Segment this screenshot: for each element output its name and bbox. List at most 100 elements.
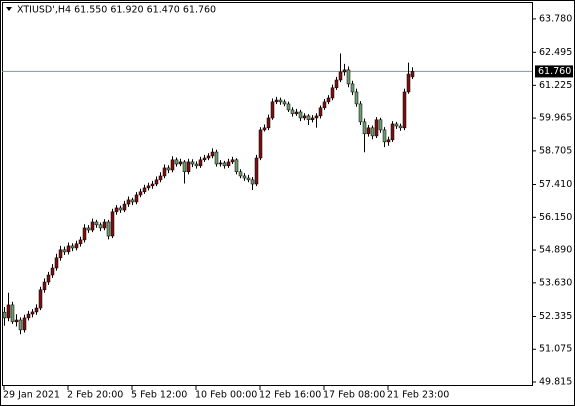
candle-body [34,307,39,313]
x-tick-label: 17 Feb 08:00 [323,390,385,401]
candle-body [234,159,239,173]
candle-body [370,127,375,137]
candle-body [158,175,163,181]
candle-body [110,211,115,237]
candle-body [146,185,151,189]
y-tick-label: 58.705 [539,145,572,156]
x-tick-label: 10 Feb 00:00 [195,390,257,401]
candle-body [274,99,279,103]
menu-triangle[interactable] [6,7,12,11]
candle-body [210,151,215,157]
candle-body [54,257,59,269]
candle-body [266,117,271,129]
candle-body [38,289,43,309]
candle-body [194,163,199,167]
y-tick-label: 51.075 [539,344,572,355]
candle-body [294,111,299,115]
candle-body [250,179,255,185]
chart-title: XTIUSD',H4 61.550 61.920 61.470 61.760 [17,5,216,16]
candle-body [290,109,295,115]
candle-body [186,161,191,173]
candle-body [166,167,171,171]
candle-body [346,69,351,85]
candle-body [206,155,211,159]
candle-body [70,245,75,249]
candle-body [178,161,183,165]
candle-body [22,317,27,331]
price-label-box [535,65,573,78]
y-tick-label: 49.815 [539,377,572,388]
candle-body [314,115,319,119]
candle-body [366,127,371,135]
candle-body [410,71,415,78]
candle-body [26,313,31,319]
plot-frame [2,2,533,386]
candle-body [142,187,147,193]
y-tick-label: 52.335 [539,311,572,322]
candle-body [170,159,175,171]
candle-body [222,162,227,167]
candle-body [322,101,327,109]
price-label: 61.760 [538,66,571,77]
candle-body [262,127,267,131]
candle-body [58,249,63,259]
candle-body [334,79,339,89]
x-tick-label: 29 Jan 2021 [3,390,60,401]
candle-body [130,199,135,203]
candle-body [258,129,263,159]
candle-body [50,267,55,276]
candle-body [282,101,287,105]
candle-body [90,221,95,231]
y-tick-label: 53.630 [539,277,572,288]
y-tick-label: 59.965 [539,113,572,124]
candle-body [358,103,363,123]
candle-body [278,99,283,103]
candle-body [82,227,87,241]
candle-body [378,119,383,131]
candle-body [106,221,111,237]
candle-body [122,203,127,211]
candle-body [354,91,359,105]
candle-body [362,121,367,135]
candle-body [102,221,107,229]
candle-body [230,159,235,163]
x-tick-label: 5 Feb 12:00 [131,390,187,401]
candle-body [310,117,315,121]
candle-body [98,224,103,229]
candle-body [398,125,403,129]
candle-body [66,245,71,253]
candle-body [254,157,259,185]
candle-body [330,87,335,99]
candle-body [402,91,407,129]
y-tick-label: 57.410 [539,179,572,190]
candle-body [298,111,303,119]
y-tick-label: 62.495 [539,47,572,58]
x-tick-label: 2 Feb 20:00 [67,390,123,401]
candle-body [374,119,379,137]
y-tick-label: 54.890 [539,245,572,256]
candle-body [226,161,231,167]
candle-body [390,123,395,141]
candle-body [138,191,143,196]
candle-body [218,162,223,165]
candle-body [202,157,207,161]
candle-body [182,161,187,173]
candle-body [270,101,275,119]
candle-body [190,161,195,165]
candle-body [162,167,167,177]
candle-body [78,239,83,245]
candle-body [302,115,307,119]
candle-body [86,227,91,231]
candle-body [174,159,179,165]
candle-body [318,107,323,117]
candle-body [214,151,219,165]
candle-body [238,171,243,177]
candle-body [2,311,7,319]
y-tick-label: 63.780 [539,13,572,24]
candle-body [382,129,387,143]
candle-body [46,274,51,283]
candle-body [18,319,23,331]
candle-body [350,83,355,93]
candle-body [154,179,159,185]
